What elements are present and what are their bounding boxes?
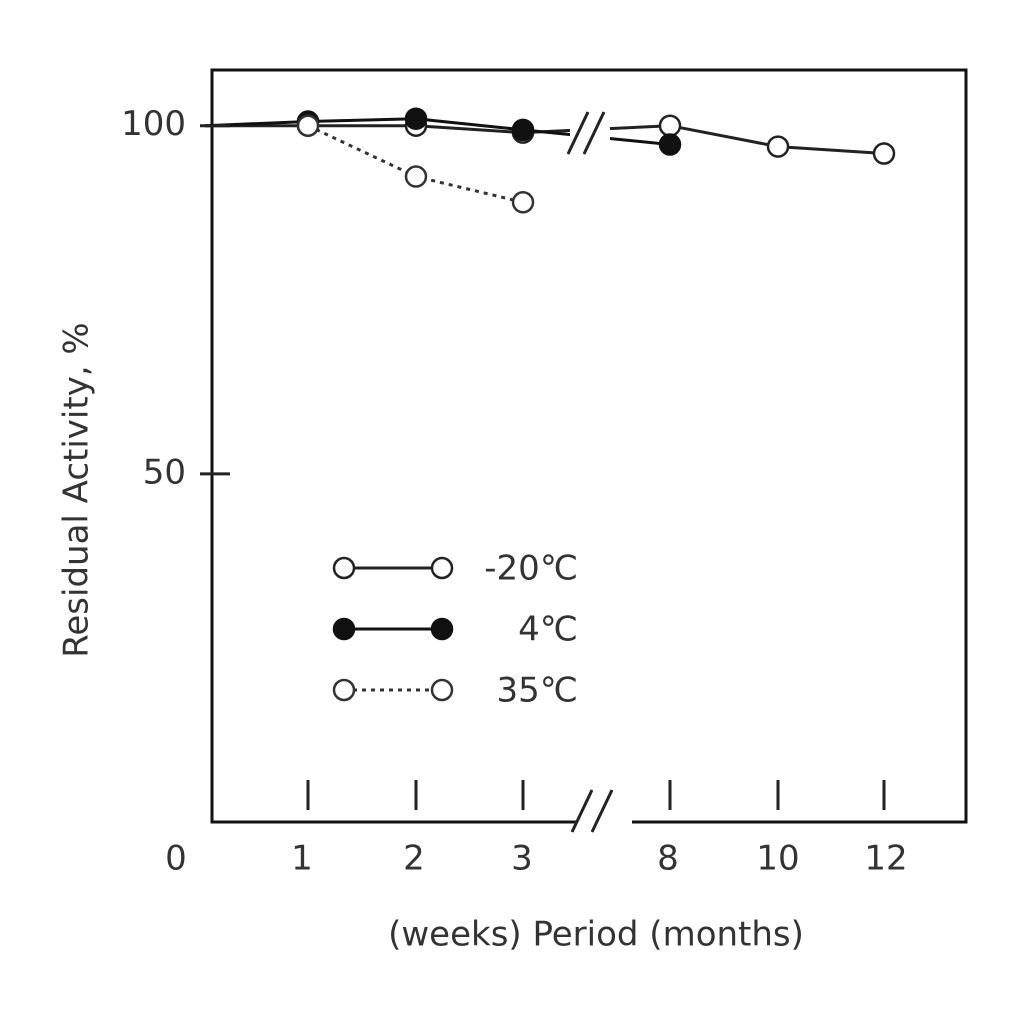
legend-label: 35℃ bbox=[497, 671, 578, 711]
x-tick-label: 10 bbox=[756, 839, 799, 879]
series-line bbox=[307, 124, 524, 204]
legend-label: -20℃ bbox=[484, 549, 578, 589]
legend-marker bbox=[430, 556, 454, 580]
data-point bbox=[766, 135, 790, 158]
legend-marker bbox=[332, 678, 356, 702]
data-point bbox=[511, 191, 535, 214]
legend-marker bbox=[332, 556, 356, 580]
x-tick-label: 3 bbox=[511, 839, 533, 879]
x-tick-label: 0 bbox=[165, 839, 187, 879]
y-tick-label: 100 bbox=[121, 104, 186, 144]
plot-frame bbox=[210, 68, 968, 824]
x-tick-label: 1 bbox=[291, 839, 313, 879]
legend-marker bbox=[430, 678, 454, 702]
x-tick-label: 8 bbox=[657, 839, 679, 879]
x-axis-label: (weeks) Period (months) bbox=[388, 915, 804, 955]
data-point bbox=[658, 133, 682, 156]
legend-marker bbox=[430, 617, 454, 641]
data-point bbox=[404, 165, 428, 188]
data-point bbox=[658, 114, 682, 137]
y-axis-label: Residual Activity, % bbox=[57, 322, 97, 657]
data-point bbox=[404, 107, 428, 130]
x-tick-label: 12 bbox=[864, 839, 907, 879]
legend-marker bbox=[332, 617, 356, 641]
x-tick-label: 2 bbox=[403, 839, 425, 879]
y-tick-label: 50 bbox=[143, 452, 186, 492]
data-point bbox=[872, 142, 896, 165]
axis-break bbox=[566, 110, 632, 835]
data-point bbox=[296, 114, 320, 137]
legend-label: 4℃ bbox=[518, 610, 578, 650]
data-point bbox=[511, 118, 535, 142]
